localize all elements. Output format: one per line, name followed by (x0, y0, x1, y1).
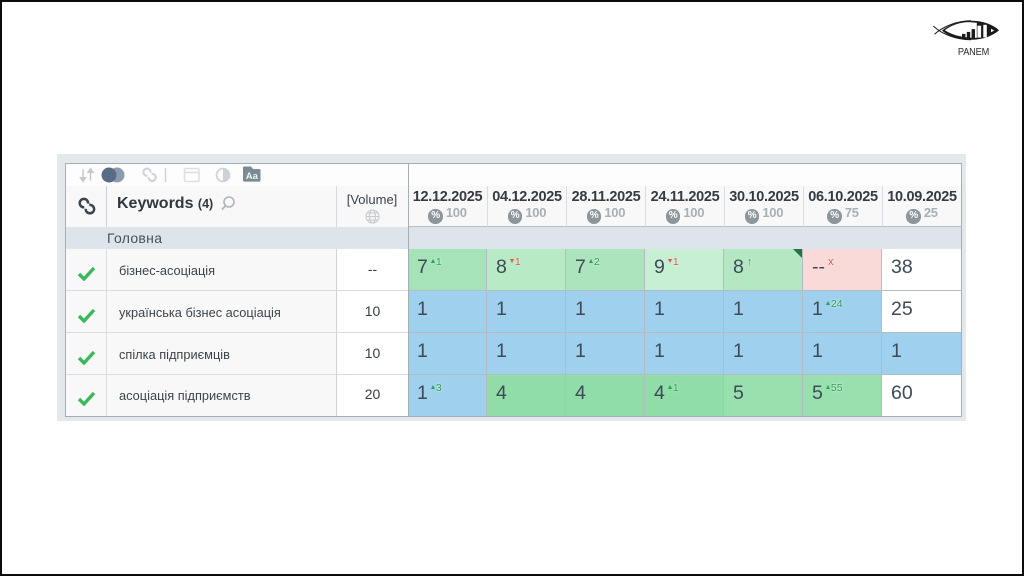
svg-text:Aa: Aa (246, 171, 259, 182)
